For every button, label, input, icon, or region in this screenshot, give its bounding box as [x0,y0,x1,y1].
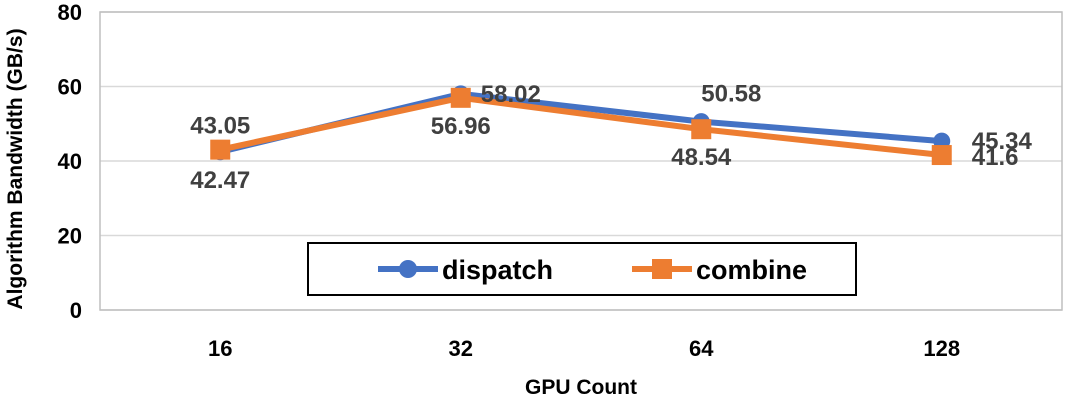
legend-label-dispatch: dispatch [442,255,553,285]
data-label-combine: 43.05 [190,113,250,140]
series-line-combine [217,94,945,159]
x-tick-label: 64 [689,336,714,361]
data-point-combine [931,145,952,166]
x-tick-label: 32 [449,336,473,361]
data-label-combine: 41.6 [972,144,1019,171]
legend-marker-combine [652,259,672,279]
legend: dispatch combine [307,242,857,296]
y-tick-label: 60 [58,75,82,100]
data-point-combine [450,87,471,108]
y-tick-label: 0 [70,298,82,323]
x-tick-label: 128 [923,336,960,361]
x-tick-labels: 16 32 64 128 [208,336,960,361]
data-label-dispatch: 50.58 [701,81,761,108]
data-label-combine: 48.54 [671,144,732,171]
plot-frame [99,11,1063,311]
y-tick-labels: 0 20 40 60 80 [58,0,82,323]
data-label-dispatch: 45.34 [972,128,1033,155]
legend-marker-dispatch [399,260,417,278]
data-label-dispatch: 58.02 [481,81,541,108]
x-tick-label: 16 [208,336,232,361]
legend-label-combine: combine [696,255,807,285]
y-axis-title: Algorithm Bandwidth (GB/s) [4,28,27,309]
series-layer [210,85,952,166]
data-point-combine [691,119,712,140]
x-axis-title: GPU Count [525,376,637,399]
data-label-combine: 56.96 [431,113,491,140]
y-tick-label: 20 [58,224,82,249]
data-label-dispatch: 42.47 [190,167,250,194]
y-tick-label: 40 [58,149,82,174]
y-tick-label: 80 [58,0,82,25]
data-point-combine [210,139,231,160]
